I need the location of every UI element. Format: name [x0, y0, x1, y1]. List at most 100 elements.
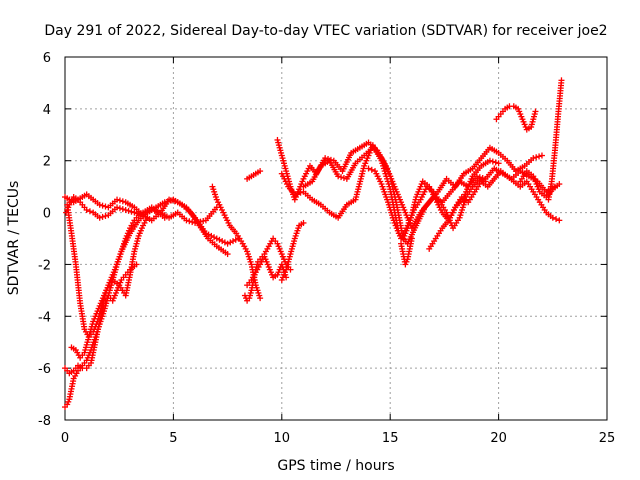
data-point — [72, 346, 82, 359]
series-arc-4 — [62, 204, 168, 411]
x-tick-label: 10 — [274, 431, 291, 446]
data-point — [246, 289, 254, 302]
data-point — [79, 192, 88, 201]
data-point — [510, 103, 519, 111]
data-point — [202, 206, 218, 224]
series-arc-20 — [545, 77, 565, 203]
series-arc-11 — [278, 219, 307, 283]
series-arc-17 — [426, 168, 563, 252]
data-point — [114, 251, 124, 268]
data-point — [343, 162, 358, 182]
y-tick-label: 2 — [43, 155, 51, 170]
data-point — [551, 113, 561, 154]
data-point — [224, 251, 231, 258]
data-point — [140, 208, 149, 216]
data-point — [532, 108, 539, 115]
series-arc-10 — [244, 168, 264, 182]
data-point — [278, 152, 289, 172]
data-point — [77, 300, 88, 330]
data-point — [118, 238, 128, 255]
data-point — [300, 165, 312, 182]
data-point — [257, 168, 264, 175]
data-point — [536, 188, 548, 199]
data-point — [478, 159, 491, 169]
data-point — [404, 209, 416, 229]
data-point — [495, 160, 502, 167]
tick-labels: 0 5 10 15 20 25 -8 -6 -4 -2 0 2 4 6 — [38, 51, 615, 446]
series-arc-15 — [365, 165, 489, 242]
data-point — [408, 235, 415, 242]
data-point — [398, 240, 406, 255]
data-point — [497, 168, 509, 178]
data-point — [66, 388, 74, 403]
grid-lines — [65, 57, 607, 420]
data-point — [122, 227, 132, 242]
data-point — [300, 219, 307, 226]
data-point — [469, 177, 481, 190]
data-point — [109, 289, 119, 304]
x-tick-label: 25 — [599, 431, 616, 446]
data-point — [144, 214, 151, 221]
data-point — [135, 225, 145, 239]
data-point — [105, 206, 118, 219]
data-point — [161, 197, 174, 206]
data-point — [330, 157, 344, 173]
data-point — [105, 198, 118, 211]
data-point — [352, 165, 367, 203]
series-arc-16 — [398, 235, 415, 268]
data-point — [517, 170, 529, 185]
data-point — [372, 168, 384, 185]
y-tick-label: -4 — [38, 310, 51, 325]
data-point — [213, 196, 225, 213]
data-point — [404, 248, 413, 263]
data-point — [549, 214, 560, 223]
data-point — [504, 157, 518, 173]
data-point — [339, 152, 354, 175]
data-point — [68, 230, 79, 265]
data-point — [515, 105, 525, 120]
series-arc-5 — [62, 261, 140, 377]
y-tick-label: -2 — [38, 258, 51, 273]
data-point — [278, 269, 289, 283]
data-point — [387, 173, 400, 206]
data-point — [486, 157, 499, 166]
data-point — [96, 213, 109, 221]
data-point — [348, 146, 361, 156]
plot-frame — [64, 56, 608, 421]
data-point — [411, 199, 422, 213]
data-point — [417, 186, 429, 203]
data-point — [70, 194, 79, 202]
data-point — [365, 165, 375, 173]
data-point — [291, 225, 302, 242]
data-points — [62, 77, 565, 411]
data-point — [174, 209, 188, 222]
data-point — [530, 173, 542, 193]
data-point — [326, 209, 339, 220]
data-point — [244, 248, 254, 265]
data-point — [523, 168, 535, 178]
data-point — [555, 79, 565, 118]
data-point — [530, 153, 543, 162]
y-tick-label: -8 — [38, 414, 51, 429]
data-point — [81, 336, 92, 356]
series-arc-12 — [274, 136, 545, 232]
data-point — [213, 243, 229, 256]
data-point — [153, 200, 166, 211]
data-point — [378, 181, 391, 203]
data-point — [528, 111, 538, 131]
data-point — [385, 199, 397, 224]
data-point — [122, 274, 133, 299]
data-point — [96, 289, 109, 309]
data-point — [443, 175, 457, 188]
data-point — [140, 217, 149, 229]
data-point — [426, 238, 438, 252]
data-point — [88, 341, 98, 366]
data-point — [309, 196, 322, 207]
data-point — [257, 295, 264, 302]
data-point — [398, 225, 410, 242]
series-arc-18 — [493, 103, 539, 133]
data-point — [183, 217, 196, 226]
data-point — [114, 196, 126, 205]
data-point — [274, 240, 284, 255]
data-point — [556, 181, 563, 188]
